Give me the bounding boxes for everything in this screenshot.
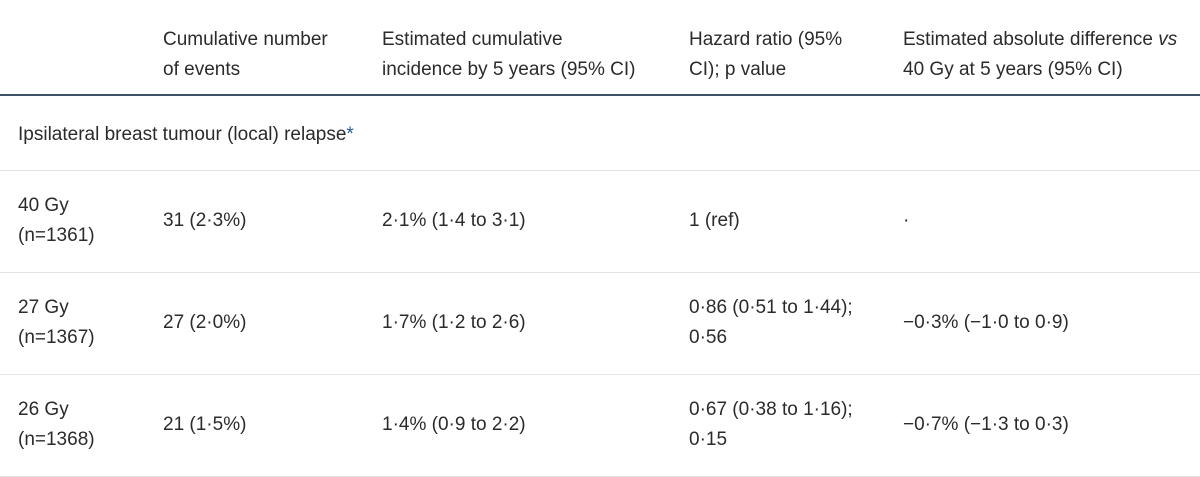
header-absolute-difference: Estimated absolute difference vs 40 Gy a… (903, 29, 1178, 80)
absolute-difference-cell: −0·3% (−1·0 to 0·9) (903, 312, 1069, 333)
section-title: Ipsilateral breast tumour (local) relaps… (18, 124, 354, 145)
dose-group-cell: 27 Gy (n=1367) (18, 297, 95, 348)
header-hazard-ratio: Hazard ratio (95% CI); p value (689, 29, 843, 80)
table-row: 27 Gy (n=1367) 27 (2·0%) 1·7% (1·2 to 2·… (0, 273, 1200, 375)
events-cell: 21 (1·5%) (163, 414, 247, 435)
hazard-ratio-cell: 0·86 (0·51 to 1·44); 0·56 (689, 297, 853, 348)
events-cell: 27 (2·0%) (163, 312, 247, 333)
events-cell: 31 (2·3%) (163, 210, 247, 231)
dose-group-cell: 40 Gy (n=1361) (18, 195, 95, 246)
table-header: Cumulative number of events Estimated cu… (0, 0, 1200, 96)
table-row: 26 Gy (n=1368) 21 (1·5%) 1·4% (0·9 to 2·… (0, 375, 1200, 477)
incidence-cell: 1·4% (0·9 to 2·2) (382, 414, 526, 435)
header-cumulative-events: Cumulative number of events (163, 29, 328, 80)
incidence-cell: 1·7% (1·2 to 2·6) (382, 312, 526, 333)
incidence-cell: 2·1% (1·4 to 3·1) (382, 210, 526, 231)
footnote-marker[interactable]: * (346, 124, 354, 145)
absolute-difference-cell: · (903, 210, 910, 231)
dose-group-cell: 26 Gy (n=1368) (18, 399, 95, 450)
header-cumulative-incidence: Estimated cumulative incidence by 5 year… (382, 29, 636, 80)
section-header-row: Ipsilateral breast tumour (local) relaps… (0, 96, 1200, 171)
hazard-ratio-cell: 1 (ref) (689, 210, 740, 231)
hazard-ratio-cell: 0·67 (0·38 to 1·16); 0·15 (689, 399, 853, 450)
table-row: 40 Gy (n=1361) 31 (2·3%) 2·1% (1·4 to 3·… (0, 171, 1200, 273)
absolute-difference-cell: −0·7% (−1·3 to 0·3) (903, 414, 1069, 435)
